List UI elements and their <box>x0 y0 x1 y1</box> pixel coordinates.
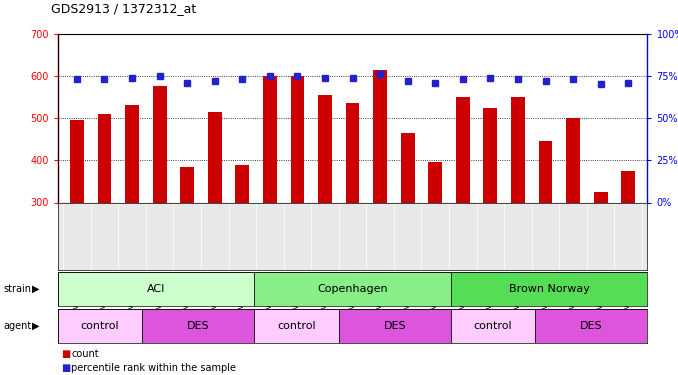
Bar <box>153 87 167 202</box>
Bar <box>451 272 647 306</box>
Bar <box>483 108 497 202</box>
Bar <box>142 309 254 343</box>
Text: ▶: ▶ <box>32 321 39 331</box>
Bar <box>58 309 142 343</box>
Bar <box>594 192 607 202</box>
Bar <box>254 272 451 306</box>
Text: control: control <box>474 321 513 331</box>
Bar <box>338 309 451 343</box>
Bar <box>511 97 525 202</box>
Text: DES: DES <box>383 321 406 331</box>
Bar <box>235 165 250 202</box>
Bar <box>428 162 442 202</box>
Bar <box>456 97 470 202</box>
Text: ■: ■ <box>61 363 71 373</box>
Text: DES: DES <box>580 321 603 331</box>
Bar <box>373 70 387 202</box>
Bar <box>58 272 254 306</box>
Bar <box>538 141 553 202</box>
Text: strain: strain <box>3 284 31 294</box>
Bar <box>208 112 222 202</box>
Bar <box>291 76 304 202</box>
Bar <box>451 309 535 343</box>
Bar <box>254 309 338 343</box>
Text: control: control <box>81 321 119 331</box>
Bar <box>401 133 414 202</box>
Text: ACI: ACI <box>146 284 165 294</box>
Text: GDS2913 / 1372312_at: GDS2913 / 1372312_at <box>51 2 196 15</box>
Bar <box>621 171 635 202</box>
Text: percentile rank within the sample: percentile rank within the sample <box>71 363 236 373</box>
Text: agent: agent <box>3 321 32 331</box>
Bar <box>346 104 359 202</box>
Text: Copenhagen: Copenhagen <box>317 284 388 294</box>
Bar <box>263 76 277 202</box>
Bar <box>318 95 332 202</box>
Bar <box>125 105 139 202</box>
Text: control: control <box>277 321 316 331</box>
Bar <box>70 120 84 202</box>
Bar <box>566 118 580 202</box>
Text: Brown Norway: Brown Norway <box>508 284 590 294</box>
Text: DES: DES <box>186 321 210 331</box>
Text: count: count <box>71 350 99 359</box>
Bar <box>535 309 647 343</box>
Text: ■: ■ <box>61 350 71 359</box>
Bar <box>98 114 111 202</box>
Bar <box>180 166 194 202</box>
Text: ▶: ▶ <box>32 284 39 294</box>
